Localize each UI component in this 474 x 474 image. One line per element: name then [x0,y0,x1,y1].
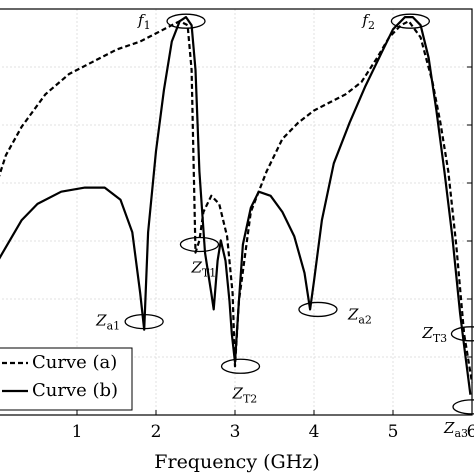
annotation-ellipse [298,301,338,318]
annotation-ellipse [390,13,431,29]
legend-entry: Curve (a) [32,352,117,373]
annotation-base: Z [347,305,359,323]
x-axis-label: Frequency (GHz) [154,451,319,473]
annotation-label: Za3 [443,419,468,440]
annotation-ellipse [124,313,164,330]
legend-entry: Curve (b) [32,380,118,401]
annotation-base: Z [443,419,455,437]
annotation-ellipse [450,326,474,342]
annotation-label: Za1 [95,312,120,333]
annotation-subscript: T2 [243,392,257,405]
annotation-subscript: T1 [202,266,216,279]
annotation-label: ZT3 [421,324,447,345]
x-tick-label: 2 [151,422,162,442]
annotation-ellipse [166,13,206,29]
x-tick-label: 6 [467,422,474,442]
annotation-label: f2 [361,11,375,32]
annotation-subscript: 1 [144,19,151,32]
x-tick-label: 4 [309,422,320,442]
annotation-label: ZT1 [190,258,216,279]
x-tick-label: 3 [230,422,241,442]
annotation-ellipse [220,358,261,374]
annotation-base: Z [232,384,244,402]
annotation-subscript: a1 [107,320,121,333]
legend-box [0,347,133,411]
annotation-base: Z [95,312,107,330]
legend: Curve (a) Curve (b) [0,347,133,411]
x-tick-label: 1 [72,422,83,442]
annotation-base: Z [421,324,433,342]
annotation-label: ZT2 [232,384,258,405]
annotation-ellipse [179,236,220,253]
annotation-subscript: 2 [368,19,375,32]
annotation-base: Z [190,258,202,276]
annotation-label: Za2 [347,305,372,326]
series-line-a [0,20,474,383]
series-layer [0,16,474,395]
annotation-ellipse [452,399,474,415]
series-line-b [0,16,472,395]
annotation-base: f [137,11,146,29]
annotation-subscript: T3 [433,332,447,345]
annotation-label: f1 [137,11,151,32]
annotation-base: f [361,11,370,29]
annotation-subscript: a3 [454,427,468,440]
x-tick-label: 5 [388,422,399,442]
ticks-layer: 1 2 3 4 5 6 [72,410,474,442]
annotation-subscript: a2 [358,313,372,326]
plot-frame [0,8,473,416]
